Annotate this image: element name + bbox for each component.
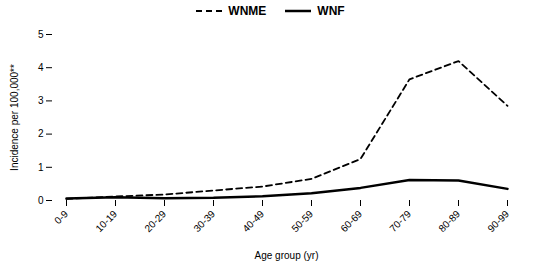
- svg-text:Incidence per 100,000**: Incidence per 100,000**: [9, 64, 20, 171]
- svg-text:60-69: 60-69: [338, 208, 364, 234]
- svg-text:50-59: 50-59: [289, 208, 315, 234]
- svg-text:80-89: 80-89: [436, 208, 462, 234]
- svg-text:10-19: 10-19: [93, 208, 119, 234]
- html-text:WNME: WNME: [228, 4, 267, 18]
- svg-text:0-9: 0-9: [52, 208, 70, 226]
- svg-text:0: 0: [38, 195, 44, 206]
- svg-text:1: 1: [38, 162, 44, 173]
- svg-text:30-39: 30-39: [191, 208, 217, 234]
- svg-text:90-99: 90-99: [485, 208, 511, 234]
- html-text:WNF: WNF: [317, 4, 345, 18]
- svg-text:2: 2: [38, 128, 44, 139]
- svg-text:3: 3: [38, 95, 44, 106]
- svg-text:40-49: 40-49: [240, 208, 266, 234]
- svg-text:4: 4: [38, 62, 44, 73]
- svg-text:5: 5: [38, 29, 44, 40]
- svg-text:70-79: 70-79: [387, 208, 413, 234]
- svg-text:Age group (yr): Age group (yr): [255, 250, 319, 261]
- svg-text:20-29: 20-29: [142, 208, 168, 234]
